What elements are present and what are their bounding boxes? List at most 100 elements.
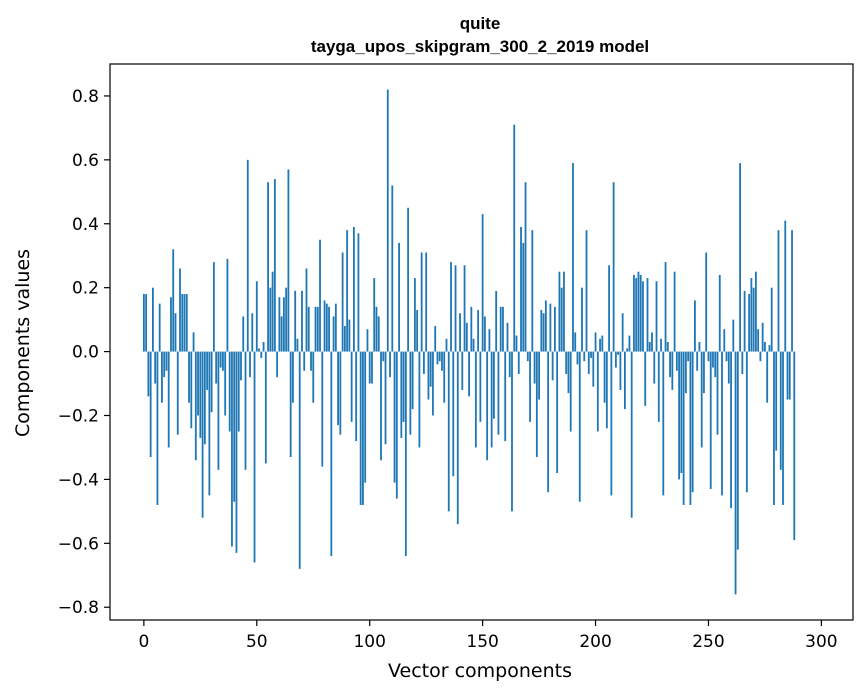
bar-80 (323, 300, 326, 352)
bar-197 (587, 351, 590, 374)
bar-232 (666, 342, 669, 352)
bar-49 (253, 351, 256, 563)
bar-59 (276, 351, 279, 378)
bar-194 (581, 287, 583, 352)
bar-3 (149, 351, 152, 458)
bar-234 (671, 351, 674, 390)
bar-95 (357, 233, 360, 352)
bar-272 (757, 329, 760, 352)
bar-51 (258, 348, 260, 352)
bar-71 (303, 351, 306, 371)
x-tick-label: 150 (466, 632, 498, 652)
bar-24 (197, 351, 199, 416)
bar-183 (556, 351, 559, 474)
bar-135 (447, 351, 450, 512)
bar-111 (393, 351, 396, 483)
bar-141 (461, 351, 464, 390)
bar-48 (251, 313, 254, 352)
bar-187 (565, 351, 568, 374)
bar-201 (596, 351, 599, 432)
bar-62 (282, 297, 285, 352)
bar-142 (463, 265, 466, 352)
bar-154 (490, 351, 493, 448)
bar-189 (569, 351, 572, 432)
bar-36 (224, 351, 227, 416)
x-tick-label: 300 (805, 632, 837, 652)
bar-193 (578, 351, 581, 502)
bar-99 (366, 329, 369, 352)
bar-245 (696, 351, 699, 371)
bar-203 (601, 335, 604, 352)
bar-18 (183, 294, 186, 352)
bar-248 (703, 351, 705, 394)
bar-112 (395, 351, 398, 499)
bar-196 (585, 230, 588, 352)
bar-151 (483, 316, 486, 352)
bar-17 (181, 294, 184, 352)
bar-74 (310, 351, 312, 371)
bar-0 (142, 294, 145, 352)
bar-190 (572, 163, 574, 352)
bar-25 (199, 351, 202, 438)
bar-138 (454, 265, 457, 352)
bar-166 (517, 351, 520, 374)
bar-53 (262, 342, 265, 352)
bar-44 (242, 316, 245, 352)
bar-114 (400, 351, 403, 438)
bar-89 (343, 326, 346, 352)
bar-33 (217, 351, 220, 470)
bar-78 (319, 239, 321, 352)
bar-129 (434, 326, 437, 352)
bar-83 (330, 351, 333, 557)
bar-22 (192, 332, 195, 352)
bar-47 (249, 351, 251, 378)
bar-37 (226, 258, 229, 352)
x-axis-label: Vector components (388, 660, 572, 682)
bar-42 (237, 351, 240, 432)
bar-223 (646, 278, 649, 352)
bar-118 (409, 351, 412, 435)
y-tick-label: −0.8 (58, 598, 99, 618)
bar-188 (567, 351, 570, 394)
bar-35 (222, 351, 224, 371)
chart-subtitle: tayga_upos_skipgram_300_2_2019 model (311, 37, 649, 56)
y-axis-ticks: −0.8 −0.6 −0.4 −0.2 0.0 0.2 0.4 0.6 0.8 (58, 87, 110, 618)
bar-54 (264, 351, 267, 464)
bar-258 (725, 351, 728, 362)
bar-277 (768, 345, 771, 352)
bar-70 (301, 290, 303, 352)
bar-171 (529, 351, 531, 422)
bar-270 (752, 287, 755, 352)
bar-64 (287, 169, 290, 352)
bar-210 (617, 351, 620, 355)
bar-117 (407, 207, 410, 352)
bar-34 (219, 351, 222, 368)
bar-280 (775, 351, 778, 451)
bar-65 (289, 351, 292, 458)
bar-124 (423, 351, 425, 374)
bar-144 (468, 351, 470, 397)
bar-244 (694, 300, 696, 352)
bar-52 (260, 351, 263, 358)
bar-29 (208, 351, 211, 496)
bar-285 (786, 351, 789, 400)
bar-41 (235, 351, 238, 553)
bar-266 (743, 290, 746, 352)
bar-152 (486, 351, 489, 461)
bar-125 (425, 252, 428, 352)
y-tick-label: 0.0 (72, 343, 99, 363)
bar-8 (161, 351, 163, 403)
bar-212 (621, 313, 624, 352)
bar-14 (174, 313, 177, 352)
bar-168 (522, 242, 525, 352)
bar-28 (206, 351, 209, 390)
bar-126 (427, 351, 430, 400)
bar-186 (563, 271, 565, 352)
bar-238 (680, 351, 683, 474)
bar-133 (443, 351, 446, 403)
bar-77 (316, 306, 319, 352)
bar-4 (152, 287, 154, 352)
bar-257 (723, 329, 726, 352)
bar-227 (655, 281, 658, 352)
